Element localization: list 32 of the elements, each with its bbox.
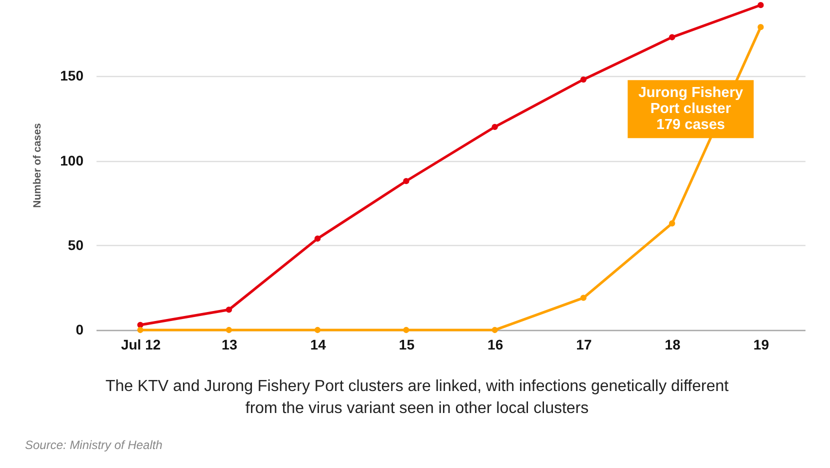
point <box>226 306 232 313</box>
y-axis-title: Number of cases <box>32 123 44 208</box>
text: The KTV and Jurong Fishery Port clusters are linked, with infections genetically different from the virus variant seen in other local clusters <box>105 378 730 417</box>
x-tick-label: Jul 12 <box>120 336 161 352</box>
point <box>403 326 410 334</box>
point <box>314 326 321 334</box>
point <box>226 326 232 334</box>
point <box>580 76 587 83</box>
point <box>492 124 498 130</box>
x-tick-label: 18 <box>664 336 681 352</box>
x-tick-label: 16 <box>488 336 504 352</box>
point <box>403 178 410 184</box>
x-tick-label: 13 <box>222 336 238 352</box>
point <box>758 24 764 30</box>
point <box>314 236 321 242</box>
point <box>668 220 676 226</box>
x-tick-label: 14 <box>310 336 326 352</box>
point <box>668 34 676 40</box>
y-tick-label: 150 <box>60 68 84 84</box>
annotation: 179 cases <box>656 117 725 134</box>
y-tick-label: 100 <box>60 152 84 168</box>
point <box>758 2 764 8</box>
point <box>580 294 587 301</box>
source-note: Source: Ministry of Health <box>25 438 163 452</box>
series-label: Jurong Fishery Port cluster <box>638 85 744 118</box>
x-tick-label: 19 <box>753 336 770 352</box>
x-tick-label: 17 <box>576 336 592 352</box>
y-tick-label: 0 <box>76 322 84 338</box>
y-tick-label: 50 <box>68 236 84 253</box>
x-tick-label: 15 <box>398 336 415 352</box>
point <box>137 326 144 334</box>
point <box>492 326 498 334</box>
